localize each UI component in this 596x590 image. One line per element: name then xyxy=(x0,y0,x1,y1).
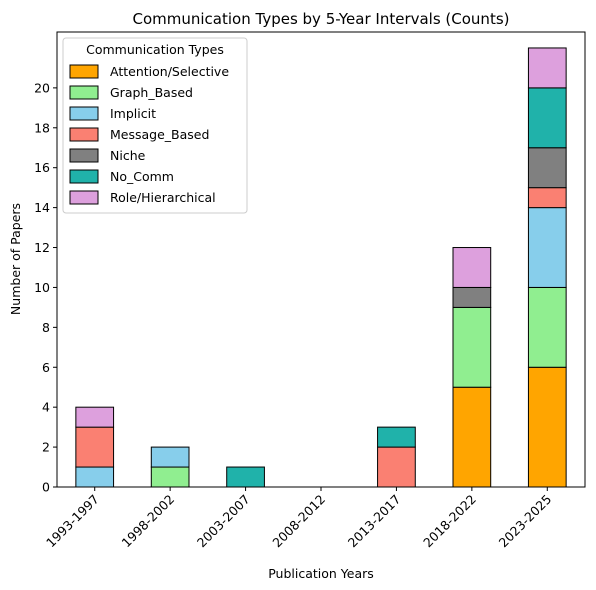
legend-entry: Message_Based xyxy=(110,127,209,142)
legend-swatch xyxy=(69,64,99,79)
bar-segment xyxy=(75,466,115,488)
legend-title: Communication Types xyxy=(86,42,224,57)
x-tick-label: 2023-2025 xyxy=(496,492,555,551)
bar-segment xyxy=(150,466,190,488)
bar-segment xyxy=(75,406,115,428)
bar-segment xyxy=(527,87,567,149)
chart-title: Communication Types by 5-Year Intervals … xyxy=(133,10,510,28)
y-tick-label: 0 xyxy=(42,480,50,495)
legend-entry: No_Comm xyxy=(110,169,174,184)
x-tick-label: 2018-2022 xyxy=(420,492,479,551)
bar-segment xyxy=(377,426,416,448)
y-tick-label: 10 xyxy=(34,280,50,295)
bar-segment xyxy=(527,187,567,209)
x-axis: 1993-1997 1998-2002 2003-2007 2008-2012 2013… xyxy=(43,487,554,550)
bar-segment xyxy=(527,147,567,189)
y-axis-label: Number of Papers xyxy=(8,203,23,315)
bar-segment xyxy=(452,247,492,288)
y-tick-label: 18 xyxy=(34,120,50,135)
x-tick-label: 2003-2007 xyxy=(194,492,253,551)
legend-entry: Attention/Selective xyxy=(110,64,229,79)
bar-segment xyxy=(377,446,416,488)
y-tick-label: 16 xyxy=(34,160,50,175)
y-tick-label: 2 xyxy=(42,440,50,455)
bar-segment xyxy=(527,47,567,89)
bar-segment xyxy=(452,286,492,308)
plot-frame xyxy=(56,31,586,488)
y-tick-label: 8 xyxy=(42,320,50,335)
y-tick-label: 14 xyxy=(34,200,50,215)
legend-swatch xyxy=(69,190,99,205)
legend-swatch xyxy=(69,85,99,100)
legend-entry: Role/Hierarchical xyxy=(110,190,216,205)
legend-entry: Niche xyxy=(110,148,146,163)
legend-entry: Graph_Based xyxy=(110,85,193,100)
legend-swatch xyxy=(69,106,99,121)
legend-box xyxy=(62,37,248,214)
bar-segment xyxy=(150,446,190,468)
bars-layer xyxy=(75,47,567,488)
bar-segment xyxy=(75,426,115,468)
x-tick-label: 1993-1997 xyxy=(43,492,102,551)
y-tick-label: 12 xyxy=(34,240,50,255)
bar-segment xyxy=(527,366,567,488)
y-axis: 0 2 4 6 8 10 12 14 16 18 20 xyxy=(34,80,57,495)
x-tick-label: 2008-2012 xyxy=(269,492,328,551)
y-tick-label: 4 xyxy=(42,400,50,415)
legend: Communication Types Attention/Selective G… xyxy=(62,37,248,214)
x-axis-label: Publication Years xyxy=(268,566,374,581)
legend-swatch xyxy=(69,127,99,142)
bar-segment xyxy=(452,306,492,388)
y-tick-label: 20 xyxy=(34,80,50,95)
y-tick-label: 6 xyxy=(42,360,50,375)
legend-entry: Implicit xyxy=(110,106,156,121)
legend-swatch xyxy=(69,148,99,163)
bar-segment xyxy=(226,466,265,488)
x-tick-label: 1998-2002 xyxy=(118,492,177,551)
bar-segment xyxy=(527,286,567,368)
x-tick-label: 2013-2017 xyxy=(345,492,404,551)
bar-segment xyxy=(452,386,492,488)
bar-segment xyxy=(527,207,567,288)
legend-swatch xyxy=(69,169,99,184)
